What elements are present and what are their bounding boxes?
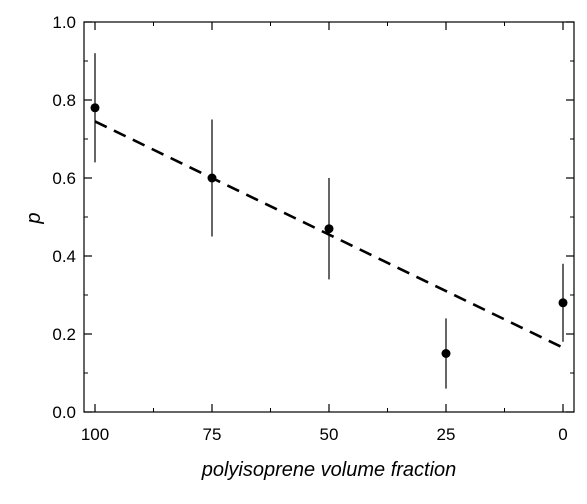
- data-point: [324, 224, 334, 234]
- y-ticks: 0.0 0.2 0.4 0.6 0.8 1.0: [52, 13, 574, 422]
- x-tick-label: 75: [203, 425, 222, 444]
- x-axis-label: polyisoprene volume fraction: [201, 459, 457, 481]
- x-tick-label: 100: [81, 425, 109, 444]
- x-tick-label: 25: [437, 425, 456, 444]
- y-tick-label: 0.0: [52, 403, 76, 422]
- data-point: [441, 349, 451, 358]
- x-ticks: 100 75 50 25 0: [81, 22, 568, 444]
- y-tick-label: 0.4: [52, 247, 76, 266]
- y-axis-label: p: [23, 212, 45, 224]
- x-tick-label: 0: [558, 425, 567, 444]
- x-tick-label: 50: [320, 425, 339, 444]
- y-tick-label: 0.2: [52, 325, 76, 344]
- data-point: [558, 298, 568, 308]
- data-point: [207, 173, 217, 183]
- data-points: [90, 53, 568, 389]
- y-tick-label: 0.6: [52, 169, 76, 188]
- y-tick-label: 0.8: [52, 91, 76, 110]
- data-point: [90, 103, 100, 113]
- y-tick-label: 1.0: [52, 13, 76, 32]
